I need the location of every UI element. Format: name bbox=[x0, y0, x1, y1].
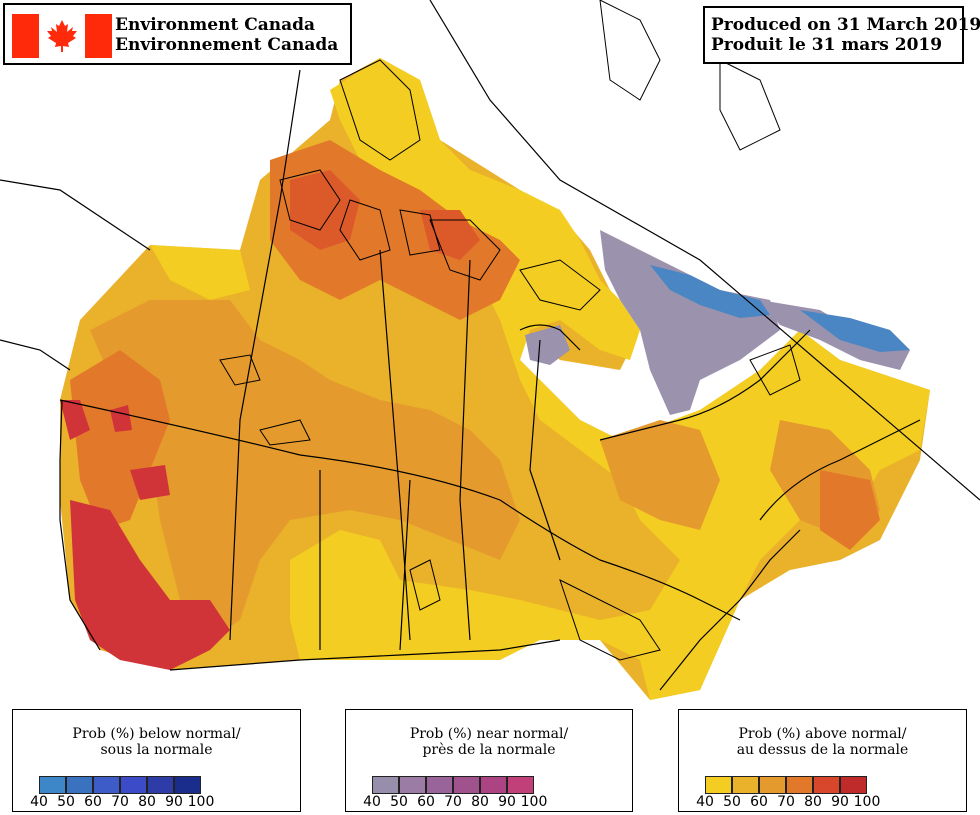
color-ramp bbox=[39, 776, 201, 794]
agency-header: Environment Canada Environnement Canada bbox=[3, 3, 352, 65]
legend-title: Prob (%) near normal/ près de la normale bbox=[346, 726, 632, 758]
tick-label: 40 bbox=[30, 794, 48, 810]
ramp-swatch bbox=[759, 776, 786, 794]
ramp-swatch bbox=[66, 776, 93, 794]
tick-label: 70 bbox=[777, 794, 795, 810]
ramp-swatch bbox=[732, 776, 759, 794]
tick-label: 90 bbox=[498, 794, 516, 810]
tick-label: 60 bbox=[417, 794, 435, 810]
production-date-box: Produced on 31 March 2019 Produit le 31 … bbox=[703, 6, 980, 64]
flag-left-band bbox=[12, 14, 39, 58]
ramp-swatch bbox=[840, 776, 867, 794]
legend-title: Prob (%) below normal/ sous la normale bbox=[13, 726, 300, 758]
tick-label: 100 bbox=[853, 794, 881, 810]
ramp-swatch bbox=[786, 776, 813, 794]
legend-title: Prob (%) above normal/ au dessus de la n… bbox=[679, 726, 966, 758]
ramp-swatch bbox=[372, 776, 399, 794]
ramp-swatch bbox=[399, 776, 426, 794]
ramp-swatch bbox=[480, 776, 507, 794]
tick-label: 90 bbox=[831, 794, 849, 810]
tick-label: 100 bbox=[187, 794, 215, 810]
ramp-swatch bbox=[705, 776, 732, 794]
islands bbox=[219, 0, 801, 661]
ramp-swatch bbox=[120, 776, 147, 794]
tick-label: 70 bbox=[444, 794, 462, 810]
tick-label: 60 bbox=[84, 794, 102, 810]
tick-label: 80 bbox=[804, 794, 822, 810]
legend-near-normal: Prob (%) near normal/ près de la normale… bbox=[345, 709, 633, 812]
legend-above-normal: Prob (%) above normal/ au dessus de la n… bbox=[678, 709, 967, 812]
tick-label: 70 bbox=[111, 794, 129, 810]
legend-title-line1: Prob (%) below normal/ bbox=[72, 726, 241, 742]
tick-label: 80 bbox=[138, 794, 156, 810]
tick-label: 60 bbox=[750, 794, 768, 810]
agency-name-en: Environment Canada bbox=[115, 15, 316, 35]
legend-title-line1: Prob (%) above normal/ bbox=[738, 726, 907, 742]
ramp-swatch bbox=[174, 776, 201, 794]
color-ramp bbox=[372, 776, 534, 794]
tick-label: 100 bbox=[520, 794, 548, 810]
ramp-swatch bbox=[813, 776, 840, 794]
produced-date-en: Produced on 31 March 2019 bbox=[711, 15, 980, 35]
ramp-ticks: 40 50 60 70 80 90 100 bbox=[363, 794, 547, 810]
tick-label: 80 bbox=[471, 794, 489, 810]
ramp-swatch bbox=[453, 776, 480, 794]
canada-flag bbox=[12, 14, 112, 58]
ramp-swatch bbox=[39, 776, 66, 794]
map-outlines bbox=[0, 0, 980, 691]
ramp-ticks: 40 50 60 70 80 90 100 bbox=[30, 794, 214, 810]
tick-label: 40 bbox=[696, 794, 714, 810]
ramp-swatch bbox=[147, 776, 174, 794]
legend-title-line2: au dessus de la normale bbox=[736, 742, 909, 758]
legend-title-line2: sous la normale bbox=[100, 742, 213, 758]
tick-label: 40 bbox=[363, 794, 381, 810]
ramp-ticks: 40 50 60 70 80 90 100 bbox=[696, 794, 880, 810]
tick-label: 90 bbox=[165, 794, 183, 810]
color-ramp bbox=[705, 776, 867, 794]
ramp-swatch bbox=[93, 776, 120, 794]
tick-label: 50 bbox=[390, 794, 408, 810]
legend-below-normal: Prob (%) below normal/ sous la normale 4… bbox=[12, 709, 301, 812]
agency-name-fr: Environnement Canada bbox=[115, 35, 339, 55]
probability-fill bbox=[60, 58, 930, 700]
ramp-swatch bbox=[507, 776, 534, 794]
tick-label: 50 bbox=[723, 794, 741, 810]
ramp-swatch bbox=[426, 776, 453, 794]
legend-title-line1: Prob (%) near normal/ bbox=[409, 726, 569, 742]
produced-date-fr: Produit le 31 mars 2019 bbox=[711, 35, 943, 55]
flag-right-band bbox=[85, 14, 112, 58]
tick-label: 50 bbox=[57, 794, 75, 810]
legend-title-line2: près de la normale bbox=[422, 742, 556, 758]
maple-leaf-icon bbox=[47, 20, 77, 52]
